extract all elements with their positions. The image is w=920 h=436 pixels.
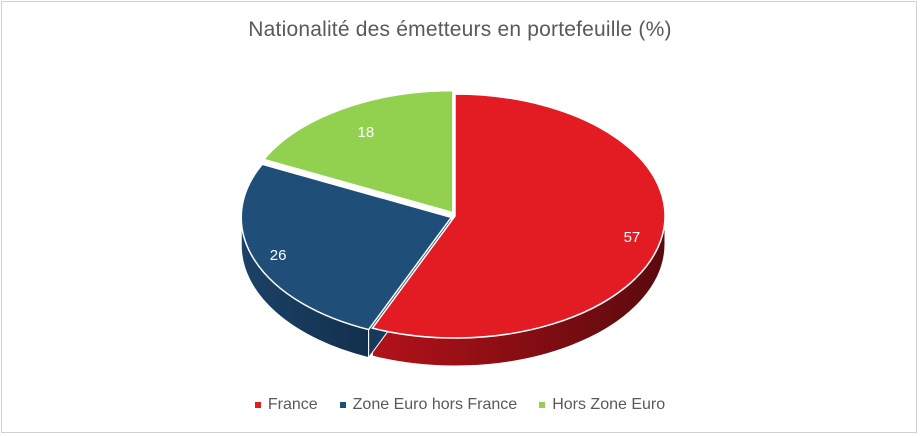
pie-slice-france [371,93,666,339]
pie-slice-hors-zone-euro [262,89,454,214]
legend-swatch-france [254,402,261,408]
data-label-hors-zone-euro: 18 [358,124,375,141]
legend-item-zone-euro-hors-france: Zone Euro hors France [339,396,518,414]
chart-legend: France Zone Euro hors France Hors Zone E… [0,396,920,414]
data-label-zone-euro-hors-france: 26 [270,247,287,264]
legend-swatch-zone-euro-hors-france [339,402,346,408]
legend-label-zone-euro-hors-france: Zone Euro hors France [352,396,518,413]
legend-item-hors-zone-euro: Hors Zone Euro [539,396,665,414]
legend-label-france: France [267,396,318,413]
legend-item-france: France [254,396,318,414]
chart-title: Nationalité des émetteurs en portefeuill… [248,18,672,41]
data-label-france: 57 [624,229,641,246]
legend-swatch-hors-zone-euro [539,402,546,408]
legend-label-hors-zone-euro: Hors Zone Euro [552,396,666,413]
pie-slice-zone-euro-hors-france [240,163,453,331]
